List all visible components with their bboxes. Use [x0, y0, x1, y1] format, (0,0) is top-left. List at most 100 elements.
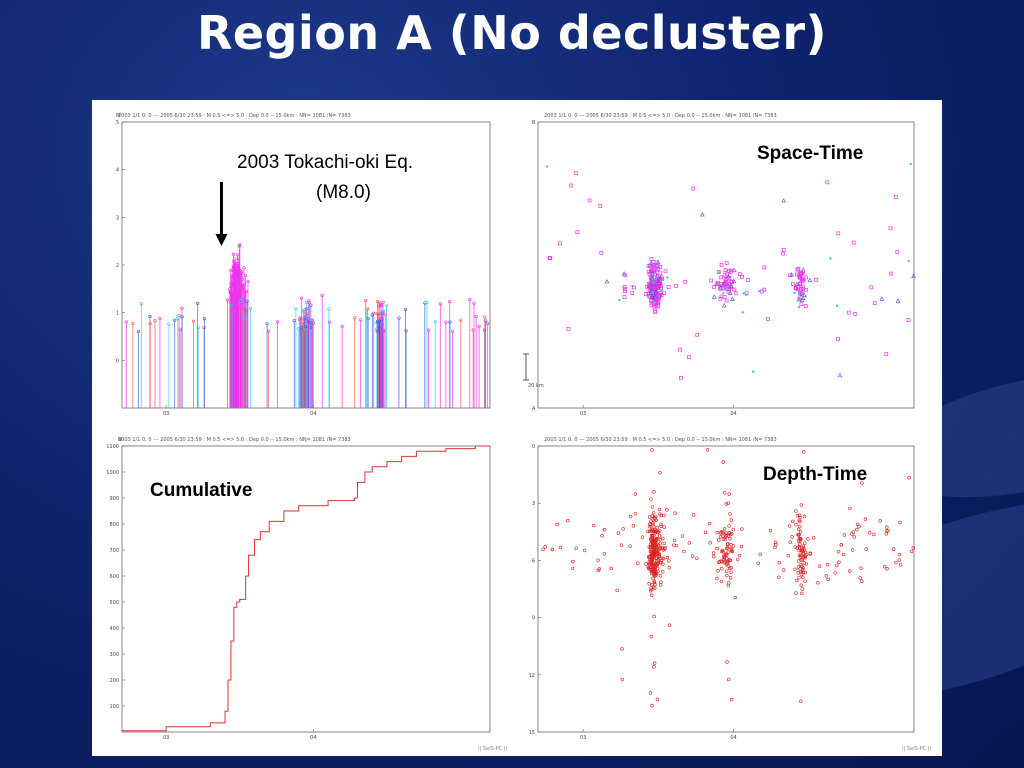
- depth-event: [650, 536, 654, 540]
- event-square: [575, 230, 580, 235]
- depth-event: [628, 514, 633, 519]
- depth-event: [658, 574, 663, 578]
- event-square: [649, 257, 654, 261]
- event-square: [547, 256, 552, 260]
- event-dot: [745, 293, 748, 297]
- event-dot: [725, 286, 729, 290]
- chart-header: 2003 1/1 0: 0 --- 2005 6/30 23:59 : M 0.…: [544, 113, 777, 119]
- depth-event: [860, 481, 864, 485]
- depth-event: [716, 569, 720, 573]
- magnitude-marker: [231, 273, 235, 278]
- depth-event: [798, 524, 802, 529]
- depth-event: [797, 559, 801, 563]
- depth-event: [650, 505, 655, 509]
- y-tick-label: 0: [532, 444, 535, 450]
- depth-event: [647, 515, 652, 519]
- depth-event: [794, 509, 798, 513]
- y-tick-label: 700: [109, 548, 119, 554]
- depth-event: [884, 532, 888, 536]
- depth-event: [719, 535, 723, 539]
- magnitude-marker: [310, 318, 314, 322]
- event-triangle: [797, 291, 803, 296]
- depth-event: [803, 556, 808, 560]
- event-triangle: [655, 259, 661, 265]
- depth-event: [882, 564, 887, 569]
- depth-event: [649, 519, 653, 523]
- depth-event: [728, 512, 732, 516]
- depth-event: [885, 567, 889, 571]
- magnitude-marker: [292, 319, 296, 323]
- depth-event: [723, 537, 727, 542]
- magnitude-marker: [301, 309, 306, 313]
- depth-event: [727, 531, 732, 535]
- depth-event: [791, 519, 795, 524]
- y-tick-label: 12: [529, 673, 535, 679]
- depth-event: [837, 560, 841, 564]
- depth-event: [897, 558, 901, 562]
- depth-event: [621, 527, 625, 531]
- event-square: [648, 263, 652, 268]
- depth-event: [795, 513, 800, 518]
- event-square: [654, 264, 659, 268]
- depth-event: [652, 569, 657, 573]
- depth-event: [858, 576, 862, 580]
- event-square: [663, 269, 668, 274]
- event-square: [678, 347, 682, 352]
- depth-time-label: Depth-Time: [763, 464, 868, 485]
- event-square: [732, 287, 737, 292]
- magnitude-marker: [304, 328, 308, 332]
- magnitude-marker: [148, 314, 152, 319]
- depth-event: [652, 614, 656, 619]
- depth-event: [727, 558, 731, 562]
- y-tick-label: 3: [532, 501, 535, 507]
- magnitude-marker: [265, 322, 269, 326]
- event-dot: [545, 165, 549, 168]
- magnitude-marker: [191, 319, 196, 323]
- depth-event: [636, 561, 640, 565]
- event-square: [651, 260, 656, 264]
- depth-event: [661, 569, 665, 574]
- depth-event: [801, 544, 805, 548]
- event-triangle: [807, 277, 813, 282]
- depth-event: [848, 506, 852, 511]
- depth-event: [796, 565, 801, 569]
- magnitude-marker: [148, 322, 152, 326]
- event-square: [799, 302, 804, 306]
- magnitude-marker: [381, 300, 385, 304]
- event-square: [683, 279, 688, 284]
- event-square: [622, 285, 627, 289]
- depth-event: [799, 572, 803, 577]
- depth-event: [703, 530, 708, 535]
- depth-event: [647, 582, 651, 586]
- depth-event: [650, 448, 654, 452]
- event-square: [659, 293, 664, 298]
- depth-event: [803, 554, 807, 558]
- depth-event: [654, 539, 658, 543]
- depth-event: [833, 571, 837, 575]
- event-square: [716, 270, 721, 274]
- depth-event: [582, 548, 587, 553]
- event-square: [656, 297, 661, 301]
- event-dot: [722, 291, 725, 295]
- depth-event: [650, 554, 655, 559]
- depth-event: [648, 542, 653, 546]
- magnitude-marker: [300, 296, 304, 300]
- depth-event: [633, 492, 638, 496]
- depth-event: [659, 522, 663, 527]
- magnitude-marker: [231, 283, 235, 287]
- magnitude-marker: [444, 320, 448, 324]
- x-tick-label: 03: [580, 735, 586, 741]
- depth-event: [660, 545, 664, 550]
- event-dot: [907, 259, 910, 263]
- depth-event: [715, 576, 719, 581]
- depth-event: [687, 541, 692, 545]
- magnitude-marker: [375, 299, 380, 304]
- event-square: [853, 312, 858, 316]
- magnitude-marker: [298, 318, 302, 322]
- event-square: [598, 203, 603, 208]
- event-square: [733, 291, 738, 296]
- depth-event: [597, 567, 602, 571]
- depth-event: [723, 491, 727, 495]
- depth-event: [650, 533, 654, 538]
- event-square: [782, 247, 786, 252]
